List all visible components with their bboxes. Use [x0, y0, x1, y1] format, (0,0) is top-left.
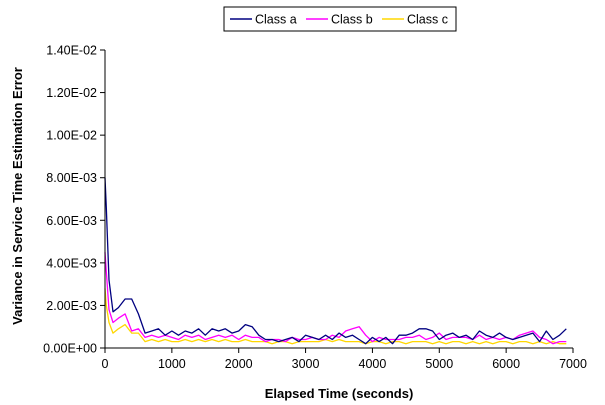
legend-label-class-b: Class b — [331, 13, 373, 27]
axis-ticks: 0.00E+00 2.00E-03 4.00E-03 6.00E-03 8.00E-03… — [43, 44, 587, 372]
y-tick-label: 6.00E-03 — [46, 214, 97, 228]
x-tick-label: 0 — [102, 357, 109, 371]
x-tick-label: 5000 — [425, 357, 453, 371]
x-axis-title: Elapsed Time (seconds) — [265, 386, 414, 401]
y-tick-label: 0.00E+00 — [43, 342, 97, 356]
legend-label-class-a: Class a — [255, 13, 297, 27]
y-tick-label: 1.00E-02 — [46, 129, 97, 143]
legend-box — [223, 6, 457, 32]
y-axis-title: Variance in Service Time Estimation Erro… — [10, 67, 25, 325]
y-tick-label: 4.00E-03 — [46, 256, 97, 270]
y-tick-label: 1.40E-02 — [46, 44, 97, 58]
x-tick-label: 6000 — [492, 357, 520, 371]
x-tick-label: 1000 — [158, 357, 186, 371]
x-tick-label: 4000 — [359, 357, 387, 371]
series-line-class-c — [104, 288, 567, 345]
series-line-class-b — [104, 252, 567, 345]
y-tick-label: 2.00E-03 — [46, 299, 97, 313]
series-line-class-a — [104, 177, 567, 345]
x-tick-label: 7000 — [559, 357, 587, 371]
x-tick-label: 2000 — [225, 357, 253, 371]
legend: Class a Class b Class c — [223, 6, 457, 32]
x-tick-label: 3000 — [292, 357, 320, 371]
y-tick-label: 8.00E-03 — [46, 171, 97, 185]
plot-series — [104, 177, 567, 345]
legend-label-class-c: Class c — [407, 13, 448, 27]
y-tick-label: 1.20E-02 — [46, 86, 97, 100]
